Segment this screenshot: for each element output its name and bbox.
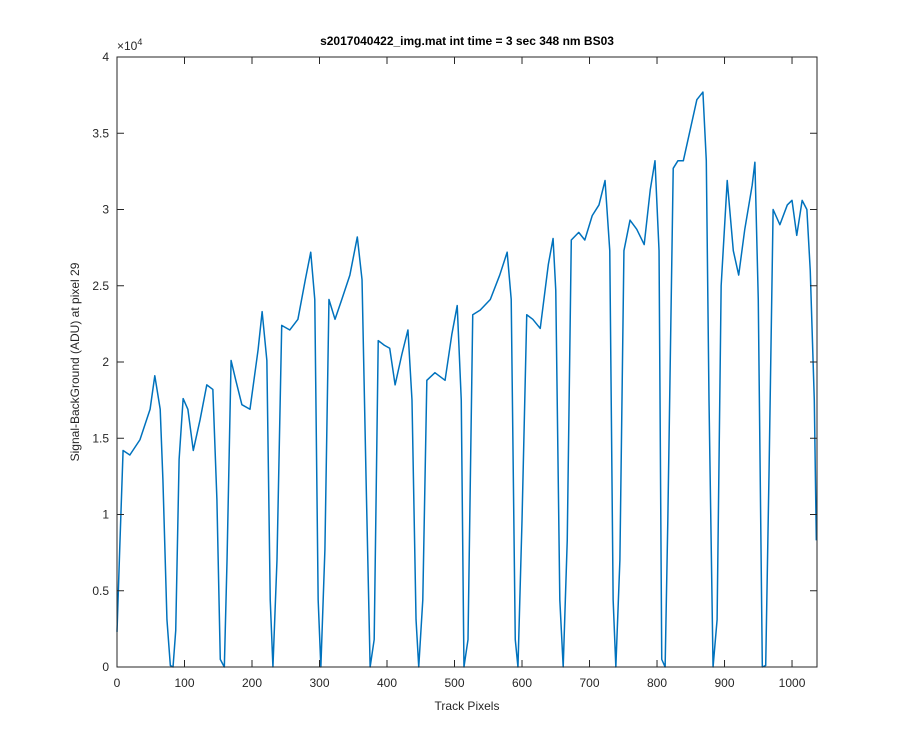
y-exponent-base: ×10 xyxy=(117,39,138,53)
x-tick-label: 200 xyxy=(242,676,262,690)
y-tick-label: 0.5 xyxy=(92,584,109,598)
chart-title: s2017040422_img.mat int time = 3 sec 348… xyxy=(320,34,614,48)
data-line xyxy=(116,91,818,668)
x-tick-label: 800 xyxy=(647,676,667,690)
x-tick-label: 400 xyxy=(377,676,397,690)
y-tick-label: 2 xyxy=(102,355,109,369)
x-tick-label: 300 xyxy=(309,676,329,690)
x-axis-label: Track Pixels xyxy=(435,699,500,713)
y-tick-label: 1.5 xyxy=(92,431,109,445)
y-tick-label: 0 xyxy=(102,660,109,674)
y-tick-label: 3 xyxy=(102,203,109,217)
y-tick-label: 3.5 xyxy=(92,126,109,140)
y-tick-label: 4 xyxy=(102,50,109,64)
x-tick-label: 0 xyxy=(114,676,121,690)
x-tick-label: 900 xyxy=(715,676,735,690)
x-tick-label: 500 xyxy=(444,676,464,690)
x-tick-label: 700 xyxy=(580,676,600,690)
y-tick-label: 1 xyxy=(102,508,109,522)
y-exponent-power: 4 xyxy=(137,37,142,47)
y-tick-label: 2.5 xyxy=(92,279,109,293)
x-tick-label: 600 xyxy=(512,676,532,690)
y-axis-label: Signal-BackGround (ADU) at pixel 29 xyxy=(68,262,82,461)
x-tick-label: 100 xyxy=(174,676,194,690)
x-tick-label: 1000 xyxy=(779,676,806,690)
y-exponent: ×104 xyxy=(117,37,142,53)
